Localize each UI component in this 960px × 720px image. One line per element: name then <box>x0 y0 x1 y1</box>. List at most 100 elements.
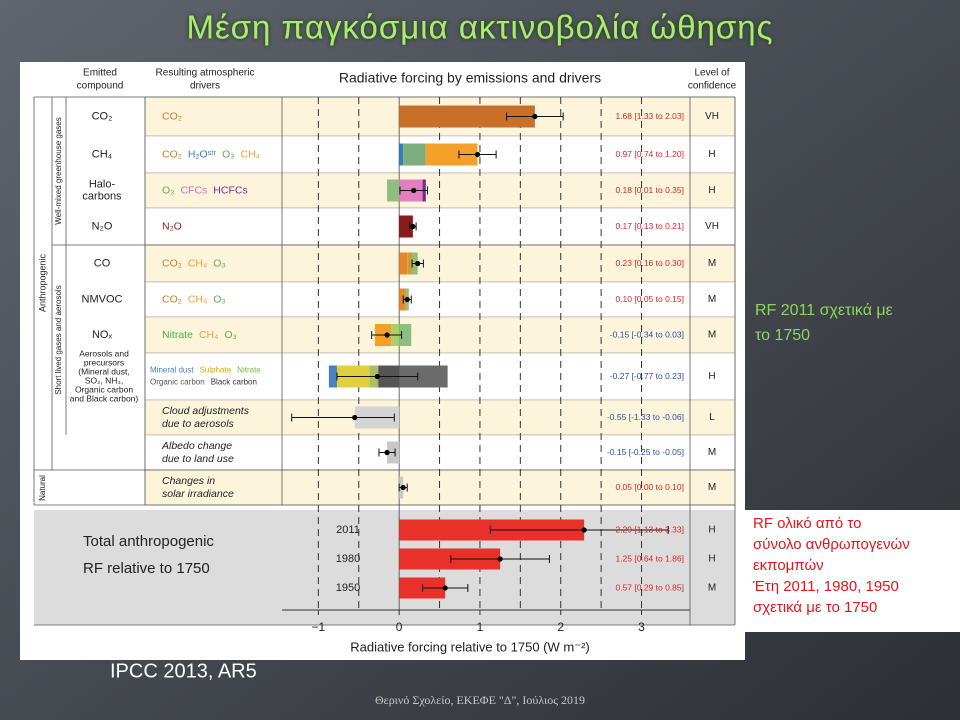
x-tick-label: 2 <box>557 620 564 634</box>
bar-segment <box>425 143 478 166</box>
side-note: RF 2011 σχετικά με <box>755 302 893 319</box>
year-label: 1950 <box>336 582 360 594</box>
value-label: 0.23 [0.16 to 0.30] <box>615 258 684 268</box>
header: compound <box>77 81 124 92</box>
compound-label: and Black carbon) <box>70 393 139 403</box>
confidence-label: L <box>709 412 715 423</box>
confidence-label: M <box>708 258 716 269</box>
bar-segment <box>387 179 400 202</box>
confidence-label: H <box>708 554 715 565</box>
value-label: -0.27 [-0.77 to 0.23] <box>610 371 684 381</box>
value-dot <box>352 414 358 421</box>
value-dot <box>410 223 416 230</box>
driver-label: CH₄ <box>188 293 207 305</box>
red-note: σύνολο ανθρωπογενών <box>753 536 910 553</box>
value-label: 1.68 [1.33 to 2.03] <box>615 111 684 121</box>
value-dot <box>532 113 538 120</box>
red-note: Έτη 2011, 1980, 1950 <box>752 578 899 595</box>
driver-label: O₃ <box>162 184 174 196</box>
total-background <box>34 510 735 625</box>
driver-label: Changes in <box>162 475 215 487</box>
confidence-label: VH <box>705 111 719 122</box>
compound-label: carbons <box>82 190 122 202</box>
row-background <box>144 281 736 318</box>
confidence-label: H <box>708 525 715 536</box>
value-label: 1.25 [0.64 to 1.86] <box>615 553 684 563</box>
year-label: 2011 <box>336 524 360 536</box>
driver-label: CO₂ <box>162 293 182 305</box>
value-label: 0.10 [0.05 to 0.15] <box>615 294 684 304</box>
slide-title: Μέση παγκόσμια ακτινοβολία ώθησης <box>186 9 773 46</box>
driver-label: Mineral dust <box>150 366 194 375</box>
bar-segment <box>399 215 413 238</box>
header: confidence <box>688 81 737 92</box>
x-axis-title: Radiative forcing relative to 1750 (W m⁻… <box>350 639 590 654</box>
compound-label: Aerosols and <box>79 348 129 358</box>
compound-label: CH₄ <box>92 148 113 160</box>
bar-segment <box>399 105 535 128</box>
confidence-label: H <box>708 371 715 382</box>
confidence-label: M <box>708 330 716 341</box>
source: IPCC 2013, AR5 <box>110 660 257 682</box>
driver-label: O₃ <box>222 148 234 160</box>
driver-label: O₃ <box>213 293 225 305</box>
red-note: σχετικά με το 1750 <box>753 599 877 616</box>
bar-segment <box>407 252 413 275</box>
side-note: το 1750 <box>755 327 810 344</box>
driver-label: CO₂ <box>162 257 182 269</box>
value-label: -0.15 [-0.34 to 0.03] <box>610 329 684 339</box>
x-tick-label: 0 <box>396 620 403 634</box>
row-background <box>144 434 736 471</box>
driver-label: Cloud adjustments <box>162 405 250 417</box>
confidence-label: H <box>708 185 715 196</box>
compound-label: NMVOC <box>82 293 123 305</box>
value-label: 0.57 [0.29 to 0.85] <box>615 582 684 592</box>
x-tick-label: 3 <box>638 620 645 634</box>
value-label: 2.29 [1.13 to 3.33] <box>615 524 684 534</box>
chart-title: Radiative forcing by emissions and drive… <box>339 70 601 86</box>
value-label: 0.17 [0.13 to 0.21] <box>615 221 684 231</box>
driver-label: Black carbon <box>211 378 257 387</box>
driver-label: CH₄ <box>188 257 207 269</box>
bar-segment <box>403 143 426 166</box>
header: drivers <box>190 81 220 92</box>
value-label: -0.15 [-0.25 to -0.05] <box>607 447 684 457</box>
driver-label: N₂O <box>162 220 182 232</box>
confidence-label: H <box>708 149 715 160</box>
value-dot <box>384 332 390 338</box>
driver-label: Nitrate <box>162 329 193 341</box>
value-dot <box>415 260 421 267</box>
footer: Θερινό Σχολείο, ΕΚΕΦΕ "Δ", Ιούλιος 2019 <box>375 693 585 707</box>
compound-label: N₂O <box>92 220 113 232</box>
driver-label: solar irradiance <box>162 488 234 500</box>
total-label: RF relative to 1750 <box>83 560 210 577</box>
compound-label: precursors <box>84 357 124 367</box>
bar-segment <box>399 324 412 346</box>
group-label: Anthropogenic <box>37 253 47 312</box>
driver-label: O₃ <box>224 329 236 341</box>
year-label: 1980 <box>336 553 360 565</box>
bar-segment <box>328 365 337 388</box>
driver-label: CFCs <box>180 184 207 196</box>
value-dot <box>411 187 417 194</box>
compound-label: Halo- <box>89 178 116 190</box>
note-box <box>745 510 960 632</box>
compound-label: Organic carbon <box>75 384 133 394</box>
compound-label: NOₓ <box>92 329 113 341</box>
value-dot <box>374 373 380 380</box>
value-label: -0.55 [-1.33 to -0.06] <box>607 412 684 422</box>
value-dot <box>384 449 390 456</box>
group-label: Short lived gases and aerosols <box>54 285 63 394</box>
header: Resulting atmospheric <box>156 68 255 79</box>
driver-label: CO₂ <box>162 110 182 122</box>
red-note: εκπομπών <box>753 557 824 574</box>
driver-label: Sulphate <box>200 366 232 375</box>
x-tick-label: −1 <box>312 620 326 634</box>
driver-label: CH₄ <box>199 329 218 341</box>
header: Level of <box>694 68 729 79</box>
compound-label: SO₂, NH₃, <box>85 375 123 385</box>
value-dot <box>442 585 448 591</box>
driver-label: CO₂ <box>162 148 182 160</box>
confidence-label: M <box>708 294 716 305</box>
